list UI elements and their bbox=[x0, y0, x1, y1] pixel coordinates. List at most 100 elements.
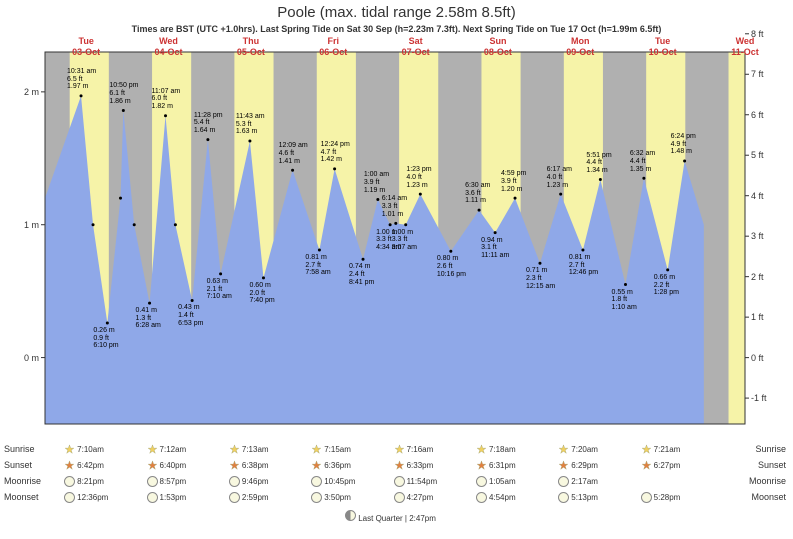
astro-sunset: 6:27pm bbox=[641, 460, 681, 471]
astro-time: 7:21am bbox=[654, 445, 681, 454]
y-right-tick: 4 ft bbox=[751, 191, 764, 201]
y-right-tick: 1 ft bbox=[751, 312, 764, 322]
astro-time: 6:36pm bbox=[324, 461, 351, 470]
tide-annotation: 10:50 pm6.1 ft1.86 m bbox=[109, 82, 138, 105]
day-dow: Tue bbox=[655, 36, 670, 46]
tide-annotation: 0.26 m0.9 ft6:10 pm bbox=[93, 327, 118, 350]
tide-annotation: 0.55 m1.8 ft1:10 am bbox=[611, 289, 636, 312]
side-label-sunrise: Sunrise bbox=[749, 444, 786, 460]
tide-annotation: 0.66 m2.2 ft1:28 pm bbox=[654, 274, 679, 297]
astro-moonset: 2:59pm bbox=[229, 492, 269, 503]
astro-moonset: 5:28pm bbox=[641, 492, 681, 503]
tide-chart: Poole (max. tidal range 2.58m 8.5ft) Tim… bbox=[0, 0, 793, 539]
day-label: Fri06-Oct bbox=[308, 36, 358, 58]
day-label: Sat07-Oct bbox=[391, 36, 441, 58]
astro-moonset: 4:27pm bbox=[394, 492, 434, 503]
moon-icon bbox=[394, 476, 405, 487]
tide-annotation: 1:00 am3.9 ft1.19 m bbox=[364, 171, 389, 194]
astro-time: 7:12am bbox=[160, 445, 187, 454]
last-quarter-text: Last Quarter | 2:47pm bbox=[358, 514, 436, 523]
astro-time: 6:33pm bbox=[407, 461, 434, 470]
astro-time: 8:21pm bbox=[77, 477, 104, 486]
tide-annotation: 4:59 pm3.9 ft1.20 m bbox=[501, 170, 526, 193]
astro-sunset: 6:29pm bbox=[558, 460, 598, 471]
moon-icon bbox=[311, 492, 322, 503]
astro-time: 5:28pm bbox=[654, 493, 681, 502]
astro-time: 2:17am bbox=[571, 477, 598, 486]
astro-time: 2:59pm bbox=[242, 493, 269, 502]
side-label-moonrise: Moonrise bbox=[749, 476, 786, 492]
astro-moonrise: 1:05am bbox=[476, 476, 516, 487]
astro-sunrise: 7:12am bbox=[147, 444, 187, 455]
moon-icon bbox=[641, 492, 652, 503]
tide-annotation: 0.94 m3.1 ft11:11 am bbox=[481, 237, 509, 260]
day-date: 05-Oct bbox=[237, 47, 265, 57]
side-label-moonset: Moonset bbox=[4, 492, 41, 508]
astro-moonrise: 11:54pm bbox=[394, 476, 438, 487]
y-right-tick: 6 ft bbox=[751, 110, 764, 120]
y-right-tick: 3 ft bbox=[751, 231, 764, 241]
astro-time: 6:38pm bbox=[242, 461, 269, 470]
astro-time: 5:13pm bbox=[571, 493, 598, 502]
day-label: Tue10-Oct bbox=[638, 36, 688, 58]
day-label: Wed11-Oct bbox=[720, 36, 770, 58]
astro-moonset: 12:36pm bbox=[64, 492, 108, 503]
astro-sunset: 6:42pm bbox=[64, 460, 104, 471]
side-label-sunset: Sunset bbox=[749, 460, 786, 476]
astro-sunrise: 7:10am bbox=[64, 444, 104, 455]
astro-moonset: 1:53pm bbox=[147, 492, 187, 503]
moon-icon bbox=[147, 492, 158, 503]
side-label-moonrise: Moonrise bbox=[4, 476, 41, 492]
astro-sunrise: 7:18am bbox=[476, 444, 516, 455]
astro-time: 1:05am bbox=[489, 477, 516, 486]
astro-time: 7:20am bbox=[571, 445, 598, 454]
astro-moonrise: 9:46pm bbox=[229, 476, 269, 487]
tide-annotation: 0.41 m1.3 ft6:28 am bbox=[136, 307, 161, 330]
tide-annotation: 6:24 pm4.9 ft1.48 m bbox=[671, 133, 696, 156]
day-date: 09-Oct bbox=[566, 47, 594, 57]
astro-time: 4:54pm bbox=[489, 493, 516, 502]
moon-icon bbox=[64, 492, 75, 503]
day-label: Mon09-Oct bbox=[555, 36, 605, 58]
tide-annotation: 1:23 pm4.0 ft1.23 m bbox=[406, 166, 431, 189]
astro-time: 6:29pm bbox=[571, 461, 598, 470]
astro-time: 7:18am bbox=[489, 445, 516, 454]
tide-annotation: 10:31 am6.5 ft1.97 m bbox=[67, 68, 96, 91]
astro-sunset: 6:33pm bbox=[394, 460, 434, 471]
tide-annotation: 12:24 pm4.7 ft1.42 m bbox=[321, 141, 350, 164]
tide-annotation: 6:17 am4.0 ft1.23 m bbox=[547, 166, 572, 189]
day-label: Thu05-Oct bbox=[226, 36, 276, 58]
astro-moonset: 4:54pm bbox=[476, 492, 516, 503]
astro-sunset: 6:36pm bbox=[311, 460, 351, 471]
tide-annotation: 0.63 m2.1 ft7:10 am bbox=[207, 278, 232, 301]
y-right-tick: -1 ft bbox=[751, 393, 767, 403]
y-left-tick: 1 m bbox=[24, 220, 39, 230]
day-dow: Thu bbox=[243, 36, 260, 46]
astro-sunrise: 7:13am bbox=[229, 444, 269, 455]
astro-time: 6:27pm bbox=[654, 461, 681, 470]
tide-annotation: 6:32 am4.4 ft1.35 m bbox=[630, 150, 655, 173]
moon-icon bbox=[64, 476, 75, 487]
chart-subtitle: Times are BST (UTC +1.0hrs). Last Spring… bbox=[0, 24, 793, 34]
moon-icon bbox=[229, 492, 240, 503]
side-label-moonset: Moonset bbox=[749, 492, 786, 508]
astro-time: 6:31pm bbox=[489, 461, 516, 470]
astro-time: 7:10am bbox=[77, 445, 104, 454]
astro-moonrise: 10:45pm bbox=[311, 476, 355, 487]
tide-annotation: 5:51 pm4.4 ft1.34 m bbox=[586, 152, 611, 175]
astro-time: 7:13am bbox=[242, 445, 269, 454]
tide-annotation: 0.74 m2.4 ft8:41 pm bbox=[349, 263, 374, 286]
moon-icon bbox=[147, 476, 158, 487]
tide-annotation: 6:30 am3.6 ft1.11 m bbox=[465, 182, 490, 205]
astro-time: 7:15am bbox=[324, 445, 351, 454]
tide-annotation: 0.81 m2.7 ft7:58 am bbox=[305, 254, 330, 277]
astro-time: 8:57pm bbox=[160, 477, 187, 486]
astro-time: 3:50pm bbox=[324, 493, 351, 502]
day-date: 06-Oct bbox=[319, 47, 347, 57]
side-labels-left: SunriseSunsetMoonriseMoonset bbox=[4, 444, 41, 508]
day-label: Wed04-Oct bbox=[144, 36, 194, 58]
day-dow: Sat bbox=[409, 36, 423, 46]
day-dow: Sun bbox=[489, 36, 506, 46]
astro-time: 1:53pm bbox=[160, 493, 187, 502]
astro-moonrise: 2:17am bbox=[558, 476, 598, 487]
